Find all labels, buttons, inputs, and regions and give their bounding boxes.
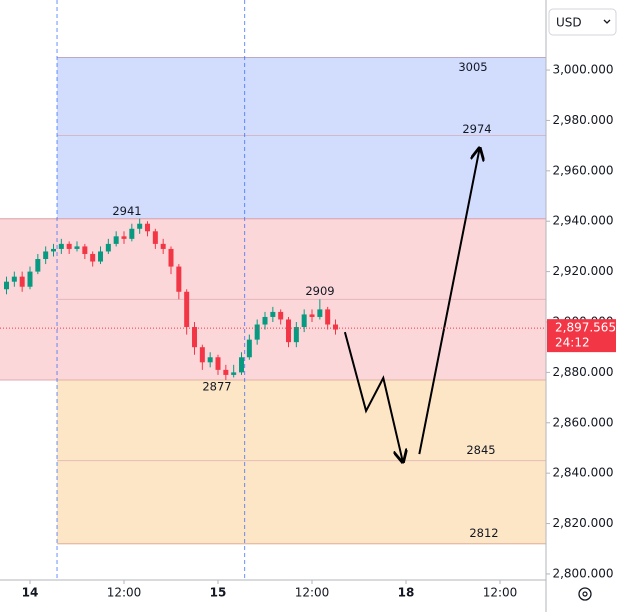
y-tick-label: 2,820.000 [552, 516, 613, 530]
x-tick-label: 18 [398, 586, 415, 600]
candle-body [82, 246, 88, 254]
candle-body [51, 248, 57, 252]
candle-body [333, 324, 339, 330]
y-tick-label: 2,880.000 [552, 365, 613, 379]
countdown-label: 24:12 [555, 336, 590, 350]
settings-button[interactable] [578, 587, 592, 601]
candle-body [66, 243, 72, 249]
candle-body [317, 309, 323, 317]
candle-body [309, 314, 315, 317]
projection-arrow [343, 331, 403, 462]
y-tick-label: 2,980.000 [552, 113, 613, 127]
candle-body [121, 236, 127, 239]
candle-body [160, 243, 166, 249]
candle-body [246, 339, 252, 358]
candle-body [207, 357, 213, 363]
candle-body [19, 276, 25, 287]
y-tick-label: 2,860.000 [552, 415, 613, 429]
level-label: 2845 [466, 443, 495, 457]
candle-body [11, 276, 17, 282]
candle-body [301, 314, 307, 328]
candle-body [137, 223, 143, 229]
x-tick-label: 12:00 [483, 586, 518, 600]
y-tick-label: 2,940.000 [552, 214, 613, 228]
last-price-label: 2,897.565 [555, 321, 616, 335]
candle-body [105, 243, 111, 252]
level-label: 2909 [305, 284, 334, 298]
candle-body [129, 228, 135, 239]
y-tick-label: 2,960.000 [552, 163, 613, 177]
projection-arrow [418, 148, 479, 455]
currency-dropdown[interactable] [548, 8, 617, 36]
price-axis [546, 0, 625, 612]
candle-body [113, 236, 119, 244]
axes: 2,800.000 2,820.000 2,840.000 2,860.000 2,88… [22, 63, 616, 600]
candle-body [293, 327, 299, 343]
x-tick-label: 12:00 [295, 586, 330, 600]
candle-body [325, 309, 331, 325]
last-price-box [547, 319, 616, 353]
plot-area: 3005 2974 2941 2909 2877 2845 2812 [0, 0, 546, 580]
level-label: 2974 [462, 122, 491, 136]
x-tick-label: 15 [210, 586, 227, 600]
candle-body [98, 251, 104, 262]
candle-body [192, 327, 198, 348]
candle-body [286, 319, 292, 343]
candle-body [74, 246, 80, 249]
x-tick-label: 14 [22, 586, 39, 600]
y-tick-label: 2,920.000 [552, 264, 613, 278]
candle-body [184, 291, 190, 328]
chevron [603, 19, 611, 24]
candle-body [270, 311, 276, 317]
candle-body [199, 347, 205, 363]
currency-label: USD [556, 16, 582, 30]
candle-body [58, 243, 64, 249]
candle-body [254, 324, 260, 340]
candle-body [43, 251, 49, 260]
candle-body [231, 372, 237, 375]
candle-body [168, 248, 174, 267]
level-label: 2812 [469, 526, 498, 540]
candle-body [145, 223, 151, 232]
level-label: 3005 [458, 60, 487, 74]
level-label: 2877 [202, 379, 231, 393]
y-tick-label: 3,000.000 [552, 63, 613, 77]
zone [57, 57, 546, 219]
candle-body [152, 231, 158, 244]
y-tick-label: 2,800.000 [552, 566, 613, 580]
candle-body [239, 357, 245, 373]
zone [57, 379, 546, 544]
candle-body [4, 281, 10, 290]
candle-body [262, 316, 268, 325]
candle-body [215, 357, 221, 370]
candle-body [90, 253, 96, 262]
candle-body [176, 266, 182, 292]
candle-body [223, 369, 229, 375]
candle-body [27, 271, 33, 287]
candle-body [278, 311, 284, 320]
level-label: 2941 [112, 204, 141, 218]
time-axis [0, 580, 546, 612]
x-tick-label: 12:00 [107, 586, 142, 600]
candle-body [35, 259, 41, 272]
y-tick-label: 2,840.000 [552, 466, 613, 480]
